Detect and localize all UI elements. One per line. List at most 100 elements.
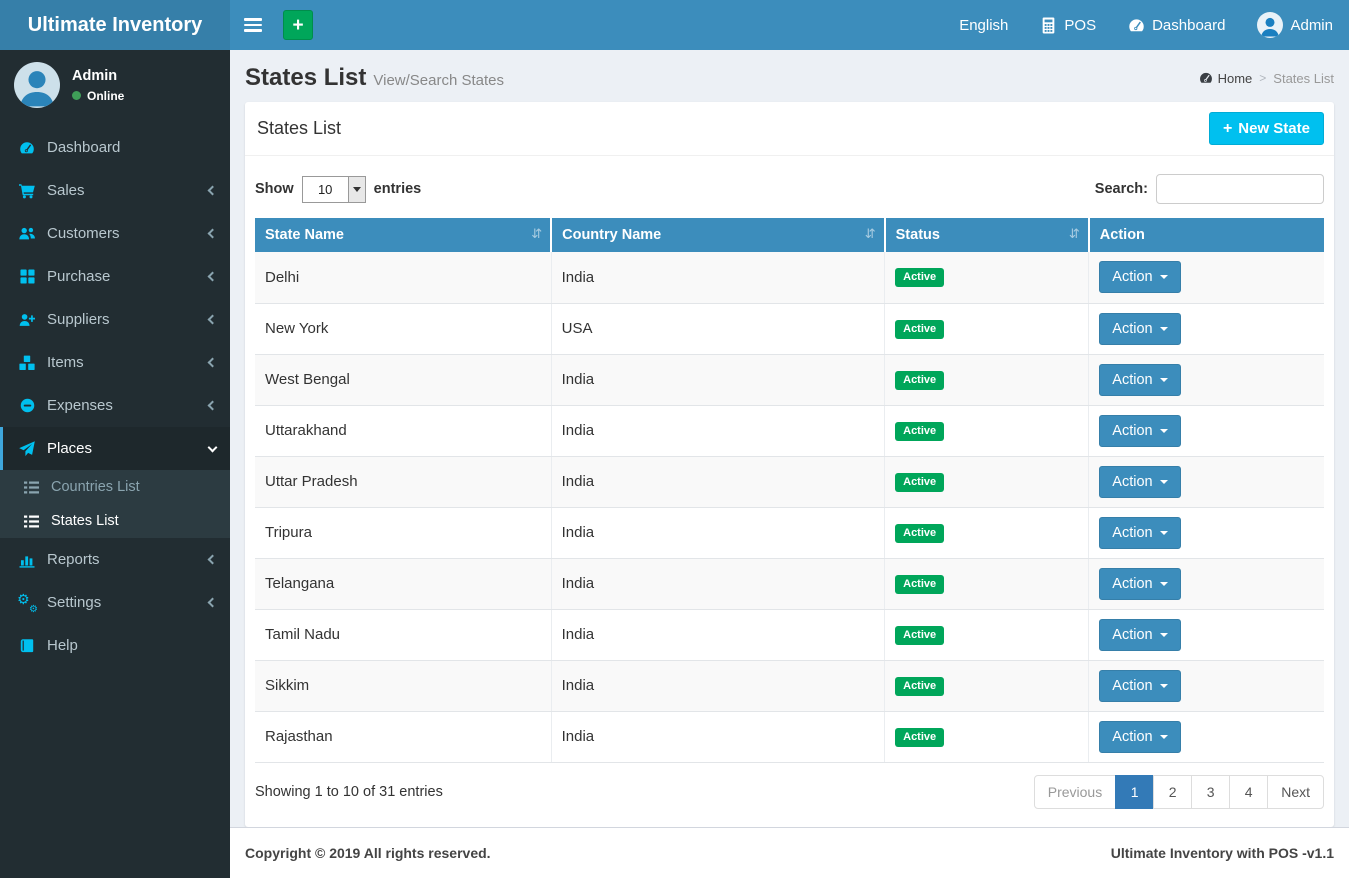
action-dropdown-button[interactable]: Action [1099, 414, 1181, 447]
sidebar-item-sales[interactable]: Sales [0, 169, 230, 212]
sort-icon[interactable]: ⇵ [1068, 227, 1080, 242]
chevron-left-icon [207, 357, 218, 368]
status-badge: Active [895, 319, 945, 339]
version-text: Ultimate Inventory with POS -v1.1 [1110, 845, 1334, 861]
sidebar: Admin Online Dashboard [0, 50, 230, 878]
action-dropdown-button[interactable]: Action [1099, 465, 1181, 498]
action-dropdown-button[interactable]: Action [1099, 669, 1181, 702]
nav-language[interactable]: English [959, 16, 1009, 34]
sidebar-user-status: Online [72, 89, 124, 103]
table-row: Sikkim India Active Action [255, 660, 1324, 712]
breadcrumb-separator: > [1259, 71, 1267, 85]
pagination-page-3[interactable]: 3 [1191, 774, 1231, 809]
sidebar-item-dashboard[interactable]: Dashboard [0, 126, 230, 169]
sidebar-item-countries-list[interactable]: Countries List [0, 470, 230, 504]
sidebar-item-suppliers[interactable]: Suppliers [0, 298, 230, 341]
users-icon [18, 226, 36, 242]
select-dropdown-button[interactable] [347, 176, 365, 202]
entries-info: Showing 1 to 10 of 31 entries [255, 783, 443, 800]
panel-header: States List + New State [245, 102, 1334, 156]
table-footer: Showing 1 to 10 of 31 entries Previous 1… [255, 774, 1324, 809]
caret-down-icon [1159, 377, 1168, 382]
panel-body: Show 10 entries Search: [245, 156, 1334, 827]
column-header-country-name[interactable]: Country Name ⇵ [551, 218, 886, 252]
book-icon [18, 638, 36, 654]
pagination-page-1[interactable]: 1 [1115, 774, 1155, 809]
action-dropdown-button[interactable]: Action [1099, 516, 1181, 549]
sidebar-item-help[interactable]: Help [0, 624, 230, 667]
sidebar-user-name: Admin [72, 67, 118, 84]
caret-down-icon [1159, 479, 1168, 484]
sidebar-item-purchase[interactable]: Purchase [0, 255, 230, 298]
action-dropdown-button[interactable]: Action [1099, 618, 1181, 651]
content-area: States List View/Search States Home [230, 50, 1349, 827]
sidebar-item-reports[interactable]: Reports [0, 538, 230, 581]
sidebar-item-items[interactable]: Items [0, 341, 230, 384]
pagination-previous-button[interactable]: Previous [1033, 774, 1117, 809]
breadcrumb-home-link[interactable]: Home [1199, 71, 1252, 86]
sidebar-item-states-list[interactable]: States List [0, 504, 230, 538]
pagination-next-button[interactable]: Next [1267, 774, 1324, 809]
states-list-panel: States List + New State Show 10 [245, 102, 1334, 827]
chevron-left-icon [207, 228, 218, 239]
app-logo[interactable]: Ultimate Inventory [0, 0, 230, 50]
status-badge: Active [895, 370, 945, 390]
action-dropdown-button[interactable]: Action [1099, 312, 1181, 345]
user-avatar-icon [1257, 12, 1284, 38]
tachometer-icon [18, 140, 36, 156]
search-label: Search: [1094, 181, 1148, 197]
table-row: Tripura India Active Action [255, 507, 1324, 559]
pagination: Previous 1 2 3 4 Next [1033, 774, 1324, 809]
sidebar-toggle-button[interactable] [230, 0, 275, 50]
sidebar-item-customers[interactable]: Customers [0, 212, 230, 255]
sort-icon[interactable]: ⇵ [531, 227, 543, 242]
breadcrumb-current: States List [1273, 70, 1334, 86]
sort-icon[interactable]: ⇵ [864, 227, 876, 242]
sidebar-avatar-icon [14, 62, 60, 108]
status-badge: Active [895, 523, 945, 543]
caret-down-icon [1159, 275, 1168, 280]
column-header-status[interactable]: Status ⇵ [884, 218, 1090, 252]
status-badge: Active [895, 727, 945, 747]
sidebar-item-places[interactable]: Places [0, 427, 230, 470]
action-dropdown-button[interactable]: Action [1099, 261, 1181, 294]
caret-down-icon [1159, 530, 1168, 535]
table-controls: Show 10 entries Search: [255, 174, 1324, 204]
sidebar-item-settings[interactable]: ⚙ ⚙ Settings [0, 581, 230, 624]
status-badge: Active [895, 268, 945, 288]
hamburger-icon [243, 18, 262, 32]
online-status-icon [72, 91, 81, 100]
new-state-button[interactable]: + New State [1208, 112, 1324, 145]
pagination-page-2[interactable]: 2 [1153, 774, 1193, 809]
search-control: Search: [1095, 174, 1324, 204]
pagination-page-4[interactable]: 4 [1229, 774, 1269, 809]
table-row: Uttar Pradesh India Active Action [255, 456, 1324, 508]
entries-select[interactable]: 10 [301, 175, 366, 203]
search-input[interactable] [1156, 174, 1324, 204]
sidebar-item-expenses[interactable]: Expenses [0, 384, 230, 427]
nav-user-menu[interactable]: Admin [1241, 0, 1349, 50]
panel-title: States List [257, 118, 342, 138]
entries-control: Show 10 entries [255, 175, 421, 203]
sidebar-user-panel: Admin Online [0, 50, 230, 122]
action-dropdown-button[interactable]: Action [1099, 363, 1181, 396]
states-table: State Name ⇵ Country Name ⇵ Status ⇵ Action… [255, 218, 1324, 763]
nav-pos[interactable]: POS [1024, 0, 1112, 50]
table-row: Telangana India Active Action [255, 558, 1324, 610]
table-row: West Bengal India Active Action [255, 354, 1324, 406]
calculator-icon [1040, 17, 1057, 34]
caret-down-icon [1159, 428, 1168, 433]
status-badge: Active [895, 574, 945, 594]
bar-chart-icon [18, 552, 36, 568]
caret-down-icon [1159, 326, 1168, 331]
action-dropdown-button[interactable]: Action [1099, 567, 1181, 600]
action-dropdown-button[interactable]: Action [1099, 720, 1181, 753]
quick-add-button[interactable]: + [283, 10, 313, 40]
cart-icon [18, 183, 36, 199]
status-badge: Active [895, 472, 945, 492]
column-header-state-name[interactable]: State Name ⇵ [255, 218, 553, 252]
nav-dashboard[interactable]: Dashboard [1112, 0, 1241, 50]
caret-down-icon [352, 186, 361, 192]
navbar: + English POS [230, 0, 1349, 50]
chevron-left-icon [207, 554, 218, 565]
